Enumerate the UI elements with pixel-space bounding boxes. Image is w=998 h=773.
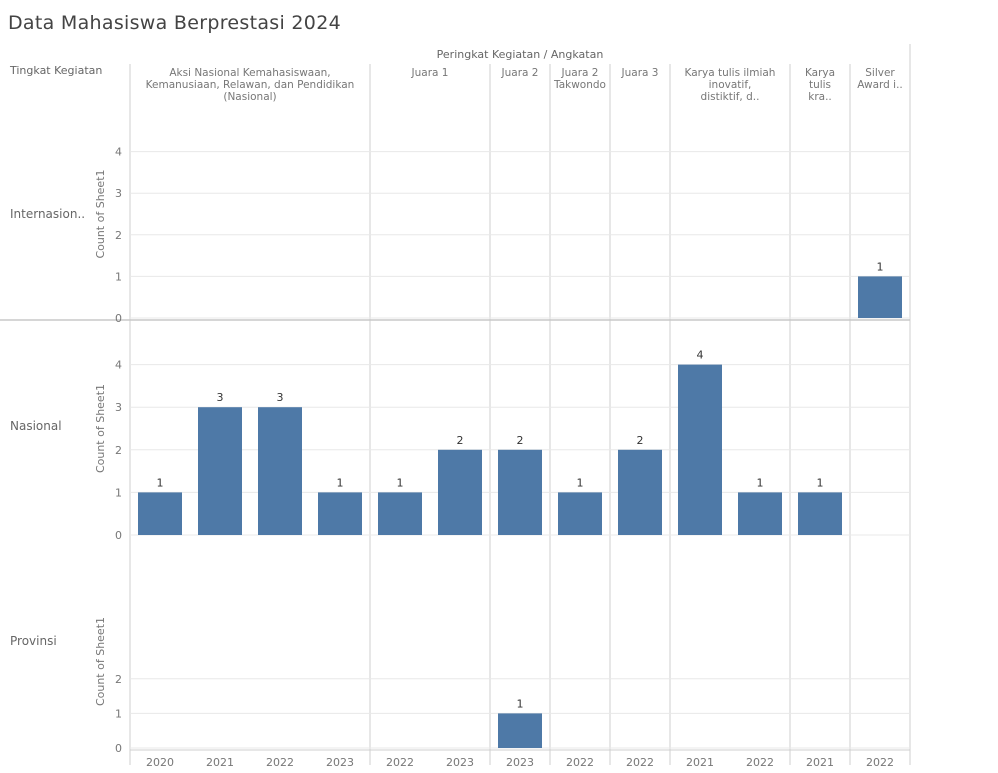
y-tick-label: 2 [115, 673, 122, 686]
y-axis-title: Count of Sheet1 [94, 617, 107, 706]
y-tick-label: 3 [115, 401, 122, 414]
bar [738, 492, 782, 535]
bar-value-label: 3 [217, 391, 224, 404]
group-header-label: Takwondo [553, 79, 606, 91]
y-tick-label: 4 [115, 359, 122, 372]
bar [498, 713, 542, 748]
row-label: Internasion.. [10, 207, 85, 221]
bar [618, 449, 662, 535]
bar [198, 407, 242, 535]
y-tick-label: 0 [115, 742, 122, 755]
y-tick-label: 1 [115, 707, 122, 720]
bar-value-label: 4 [697, 349, 704, 362]
group-header-label: Juara 1 [411, 67, 449, 79]
bar [678, 364, 722, 535]
y-tick-label: 1 [115, 486, 122, 499]
x-tick-label: 2022 [746, 756, 774, 769]
group-header-label: Karya tulis ilmiah [685, 67, 776, 79]
bar [858, 276, 902, 318]
y-tick-label: 0 [115, 312, 122, 325]
bar [438, 449, 482, 535]
y-tick-label: 2 [115, 229, 122, 242]
bar-value-label: 1 [397, 476, 404, 489]
x-tick-label: 2021 [206, 756, 234, 769]
page-title: Data Mahasiswa Berprestasi 2024 [8, 12, 341, 34]
y-tick-label: 0 [115, 529, 122, 542]
group-header-label: Juara 2 [561, 67, 599, 79]
group-header-label: inovatif, [709, 79, 752, 91]
y-tick-label: 3 [115, 187, 122, 200]
bar [378, 492, 422, 535]
bar [318, 492, 362, 535]
x-tick-label: 2022 [566, 756, 594, 769]
bar [498, 449, 542, 535]
bar-value-label: 1 [157, 476, 164, 489]
bar-value-label: 1 [577, 476, 584, 489]
group-header-label: tulis [809, 79, 831, 91]
group-header-label: Award i.. [857, 79, 903, 91]
group-header-label: kra.. [808, 91, 832, 103]
bar-value-label: 3 [277, 391, 284, 404]
row-header-label: Tingkat Kegiatan [9, 64, 102, 77]
bar-value-label: 1 [517, 697, 524, 710]
x-tick-label: 2022 [866, 756, 894, 769]
bar-value-label: 2 [457, 434, 464, 447]
y-tick-label: 2 [115, 444, 122, 457]
x-tick-label: 2023 [446, 756, 474, 769]
x-tick-label: 2022 [266, 756, 294, 769]
x-tick-label: 2023 [326, 756, 354, 769]
row-label: Nasional [10, 419, 62, 433]
y-tick-label: 4 [115, 146, 122, 159]
group-header-label: Juara 2 [501, 67, 539, 79]
column-header-label: Peringkat Kegiatan / Angkatan [437, 48, 604, 61]
row-label: Provinsi [10, 634, 57, 648]
group-header-label: distiktif, d.. [701, 91, 760, 103]
x-tick-label: 2021 [806, 756, 834, 769]
bar-value-label: 1 [337, 476, 344, 489]
bar [138, 492, 182, 535]
bar [558, 492, 602, 535]
y-axis-title: Count of Sheet1 [94, 169, 107, 258]
group-header-label: (Nasional) [223, 91, 276, 103]
x-tick-label: 2021 [686, 756, 714, 769]
x-tick-label: 2022 [626, 756, 654, 769]
x-tick-label: 2022 [386, 756, 414, 769]
bar-value-label: 1 [757, 476, 764, 489]
bar-value-label: 1 [877, 260, 884, 273]
x-tick-label: 2020 [146, 756, 174, 769]
group-header-label: Silver [865, 67, 895, 79]
group-header-label: Juara 3 [621, 67, 659, 79]
bar-value-label: 2 [517, 434, 524, 447]
x-tick-label: 2023 [506, 756, 534, 769]
bar-value-label: 1 [817, 476, 824, 489]
group-header-label: Karya [805, 67, 835, 79]
y-axis-title: Count of Sheet1 [94, 384, 107, 473]
bar [798, 492, 842, 535]
group-header-label: Kemanusiaan, Relawan, dan Pendidikan [146, 79, 355, 91]
group-header-label: Aksi Nasional Kemahasiswaan, [169, 67, 330, 79]
bar [258, 407, 302, 535]
y-tick-label: 1 [115, 270, 122, 283]
bar-value-label: 2 [637, 434, 644, 447]
